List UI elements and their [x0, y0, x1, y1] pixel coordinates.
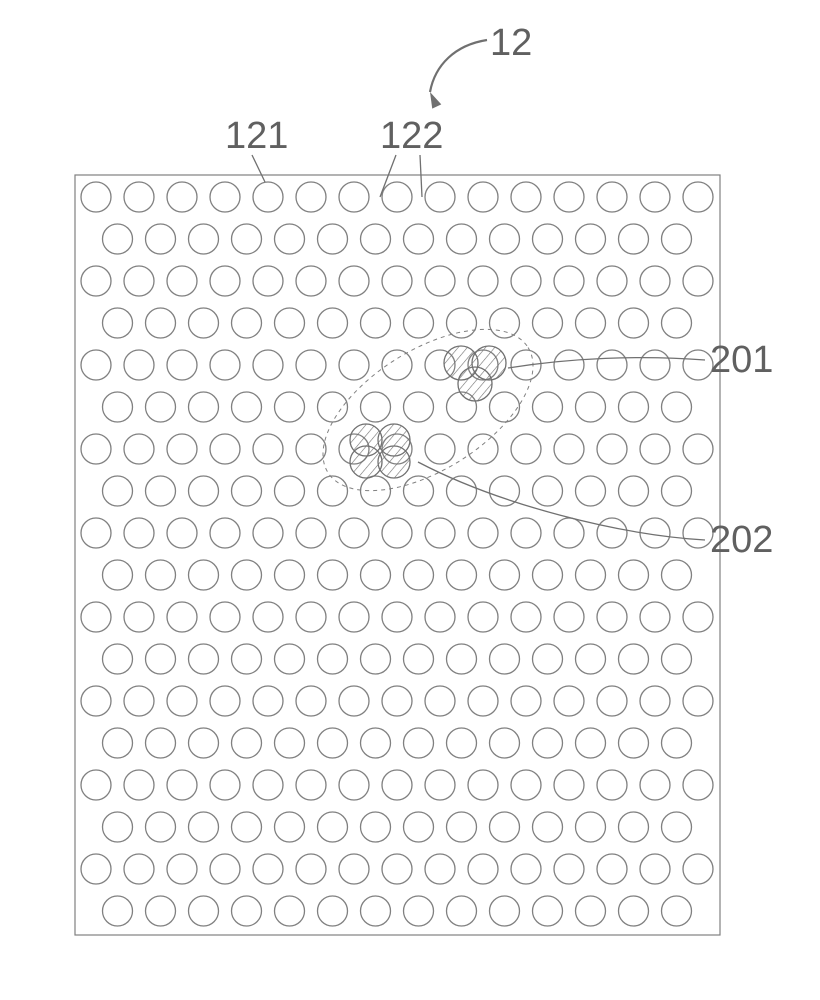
leader-202 — [418, 462, 705, 540]
label-202: 202 — [710, 519, 773, 561]
highlight-ellipse — [296, 297, 560, 524]
leader-122-1 — [420, 155, 422, 197]
blob-202 — [348, 422, 412, 480]
leader-122-0 — [380, 155, 396, 197]
circle-grid — [81, 182, 713, 926]
label-122: 122 — [380, 115, 443, 157]
arrowhead-12 — [430, 92, 441, 109]
leader-201 — [508, 358, 705, 368]
leader-121 — [252, 155, 265, 182]
diagram-canvas: 12 121 122 201 202 — [0, 0, 820, 1000]
panel-outline — [75, 175, 720, 935]
label-121: 121 — [225, 115, 288, 157]
label-201: 201 — [710, 339, 773, 381]
label-12: 12 — [490, 22, 532, 64]
leader-12 — [430, 40, 487, 92]
